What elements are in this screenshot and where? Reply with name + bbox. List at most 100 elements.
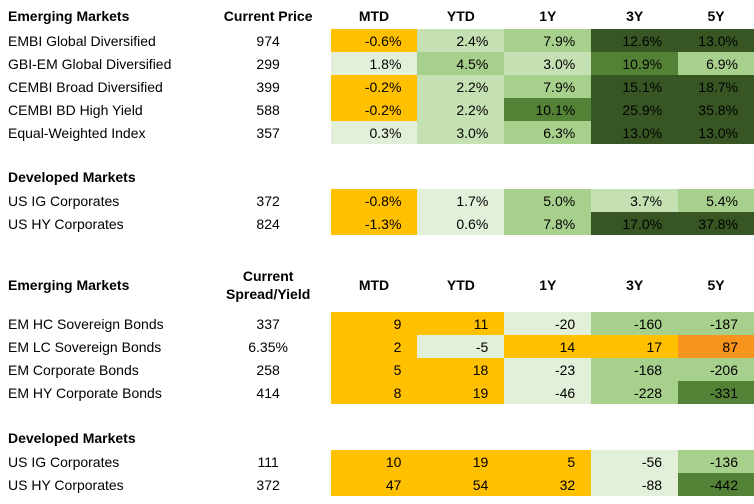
row-label: US HY Corporates	[8, 215, 124, 232]
metric-cell: 18	[417, 358, 505, 381]
row-label: Equal-Weighted Index	[8, 124, 146, 141]
metric-cell: 0.6%	[417, 212, 505, 235]
table1-dev-section-title: Developed Markets	[8, 169, 136, 185]
row-label: EM HC Sovereign Bonds	[8, 315, 164, 332]
table-row: EM HY Corporate Bonds 414 8 19 -46 -228 -331	[0, 381, 754, 404]
current-value: 299	[256, 55, 280, 72]
metric-cell: 13.0%	[591, 121, 679, 144]
current-value: 372	[256, 476, 280, 493]
current-value: 6.35%	[248, 338, 288, 355]
row-label: CEMBI Broad Diversified	[8, 78, 163, 95]
table2-section-title: Emerging Markets	[8, 277, 130, 293]
table2-col-3y: 3Y	[626, 277, 644, 293]
current-value: 824	[256, 215, 280, 232]
table-row: GBI-EM Global Diversified 299 1.8% 4.5% 3.0%…	[0, 52, 754, 75]
table2-dev-header-row: Developed Markets	[0, 427, 754, 449]
metric-cell: 1.8%	[330, 52, 418, 75]
row-label: EM Corporate Bonds	[8, 361, 139, 378]
metric-cell: 35.8%	[678, 98, 754, 121]
table1-section-title: Emerging Markets	[8, 8, 130, 24]
table1-col-ytd: YTD	[446, 8, 475, 24]
metric-cell: 9	[330, 312, 418, 335]
row-label: US IG Corporates	[8, 453, 120, 470]
table2-spread-header-line1: Current	[242, 267, 294, 284]
table1-col-3y: 3Y	[626, 8, 644, 24]
table2-col-1y: 1Y	[539, 277, 557, 293]
metric-cell: -56	[591, 450, 679, 473]
metric-cell: 10.1%	[504, 98, 592, 121]
current-value: 337	[256, 315, 280, 332]
table-row: EMBI Global Diversified 974 -0.6% 2.4% 7.9% 1…	[0, 29, 754, 52]
metric-cell: 5.0%	[504, 189, 592, 212]
metric-cell: 6.3%	[504, 121, 592, 144]
table-row: EM Corporate Bonds 258 5 18 -23 -168 -206	[0, 358, 754, 381]
table-row: CEMBI BD High Yield 588 -0.2% 2.2% 10.1% 25.9…	[0, 98, 754, 121]
metric-cell: 7.9%	[504, 75, 592, 98]
metric-cell: 10.9%	[591, 52, 679, 75]
metric-cell: -331	[678, 381, 754, 404]
metric-cell: 19	[417, 450, 505, 473]
metric-cell: 0.3%	[330, 121, 418, 144]
metric-cell: 7.8%	[504, 212, 592, 235]
metric-cell: 2.2%	[417, 75, 505, 98]
metric-cell: 12.6%	[591, 29, 679, 52]
current-value: 974	[256, 32, 280, 49]
metric-cell: -88	[591, 473, 679, 496]
table2-col-ytd: YTD	[446, 277, 475, 293]
metric-cell: 5.4%	[678, 189, 754, 212]
metric-cell: -0.2%	[330, 98, 418, 121]
metric-cell: -1.3%	[330, 212, 418, 235]
current-value: 588	[256, 101, 280, 118]
metric-cell: 19	[417, 381, 505, 404]
metric-cell: 87	[678, 335, 754, 358]
row-label: GBI-EM Global Diversified	[8, 55, 172, 72]
table2-col-5y: 5Y	[707, 277, 725, 293]
metric-cell: 1.7%	[417, 189, 505, 212]
metric-cell: -160	[591, 312, 679, 335]
metric-cell: -20	[504, 312, 592, 335]
table1-price-header: Current Price	[223, 8, 313, 24]
metric-cell: -206	[678, 358, 754, 381]
metric-cell: 11	[417, 312, 505, 335]
current-value: 111	[257, 453, 279, 470]
metric-cell: 10	[330, 450, 418, 473]
table-row: US IG Corporates 372 -0.8% 1.7% 5.0% 3.7% 5.4%	[0, 189, 754, 212]
row-label: EMBI Global Diversified	[8, 32, 156, 49]
current-value: 372	[256, 192, 280, 209]
metric-cell: 5	[330, 358, 418, 381]
metric-cell: 17	[591, 335, 679, 358]
table2-header-row: Emerging Markets Current Spread/Yield MT…	[0, 264, 754, 306]
row-label: CEMBI BD High Yield	[8, 101, 143, 118]
table-row: US HY Corporates 824 -1.3% 0.6% 7.8% 17.0% 37.…	[0, 212, 754, 235]
metric-cell: -0.8%	[330, 189, 418, 212]
metric-cell: 13.0%	[678, 29, 754, 52]
table-row: EM HC Sovereign Bonds 337 9 11 -20 -160 -187	[0, 312, 754, 335]
metric-cell: 13.0%	[678, 121, 754, 144]
metric-cell: 18.7%	[678, 75, 754, 98]
table2-spread-header-line2: Spread/Yield	[226, 286, 311, 302]
metric-cell: -442	[678, 473, 754, 496]
table-row: CEMBI Broad Diversified 399 -0.2% 2.2% 7.9% 1…	[0, 75, 754, 98]
metric-cell: -168	[591, 358, 679, 381]
metric-cell: 17.0%	[591, 212, 679, 235]
row-label: US HY Corporates	[8, 476, 124, 493]
metric-cell: 5	[504, 450, 592, 473]
metric-cell: 15.1%	[591, 75, 679, 98]
table2-spread-header: Current Spread/Yield	[206, 264, 331, 306]
table1-dev-header-row: Developed Markets	[0, 166, 754, 188]
metric-cell: 4.5%	[417, 52, 505, 75]
metric-cell: 7.9%	[504, 29, 592, 52]
table-row: US IG Corporates 111 10 19 5 -56 -136	[0, 450, 754, 473]
table1-header-row: Emerging Markets Current Price MTD YTD 1…	[0, 4, 754, 28]
table1-col-5y: 5Y	[707, 8, 725, 24]
current-value: 357	[256, 124, 280, 141]
metric-cell: -23	[504, 358, 592, 381]
metric-cell: 25.9%	[591, 98, 679, 121]
metric-cell: 47	[330, 473, 418, 496]
row-label: EM LC Sovereign Bonds	[8, 338, 162, 355]
metric-cell: -136	[678, 450, 754, 473]
table1-col-mtd: MTD	[358, 8, 390, 24]
metric-cell: 2.2%	[417, 98, 505, 121]
metric-cell: -0.6%	[330, 29, 418, 52]
